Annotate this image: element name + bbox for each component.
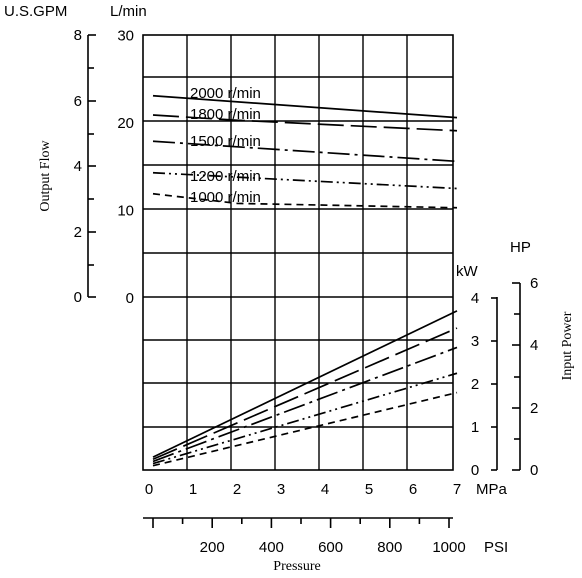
psi-tick-label: 400 [259, 539, 284, 556]
power-curve-1200-line [152, 372, 458, 465]
psi-unit-label: PSI [484, 539, 508, 556]
kw-tick-label: 2 [471, 376, 479, 393]
hp-tick-label: 6 [530, 275, 538, 292]
speed-label-2000: 2000 r/min [190, 85, 261, 102]
kw-tick-label: 1 [471, 419, 479, 436]
psi-tick-label: 600 [318, 539, 343, 556]
power-curve-1500-line [152, 346, 458, 463]
power-curve-2000-line [152, 310, 458, 458]
kw-ticks: 4 3 2 1 0 [471, 290, 497, 479]
hp-ticks: 6 4 2 0 [512, 275, 538, 479]
flow-curve-1500-line [152, 140, 458, 163]
hp-unit-label: HP [510, 239, 531, 256]
flow-curve-2000-line [152, 94, 458, 119]
lmin-tick-label: 30 [117, 28, 134, 45]
power-curve-1000-line [152, 391, 458, 467]
gpm-tick-label: 8 [74, 27, 82, 44]
mpa-tick-label: 7 [453, 481, 461, 498]
x-axis-title: Pressure [273, 559, 320, 574]
gpm-tick-label: 4 [74, 158, 82, 175]
mpa-tick-label: 3 [277, 481, 285, 498]
gpm-tick-label: 2 [74, 224, 82, 241]
mpa-tick-label: 2 [233, 481, 241, 498]
flow-axis-title: Output Flow [38, 140, 53, 212]
kw-tick-label: 0 [471, 462, 479, 479]
hp-tick-label: 4 [530, 337, 538, 354]
speed-label-1200: 1200 r/min [190, 168, 261, 185]
series-curves [152, 94, 458, 467]
kw-unit-label: kW [456, 263, 479, 280]
speed-label-1800: 1800 r/min [190, 106, 261, 123]
psi-ticks: 200 400 600 800 1000 [152, 518, 466, 556]
speed-label-1500: 1500 r/min [190, 133, 261, 150]
psi-tick-label: 800 [377, 539, 402, 556]
lmin-ticks: 30 20 10 0 [117, 28, 134, 308]
flow-curve-1000-line [152, 192, 458, 209]
power-axis-title: Input Power [560, 311, 575, 380]
mpa-tick-label: 4 [321, 481, 329, 498]
gpm-ticks: 8 6 4 2 0 [74, 27, 96, 306]
kw-tick-label: 4 [471, 290, 479, 307]
psi-tick-label: 1000 [432, 539, 465, 556]
lmin-tick-label: 10 [117, 203, 134, 220]
mpa-tick-label: 1 [189, 481, 197, 498]
psi-tick-label: 200 [200, 539, 225, 556]
lmin-tick-label: 20 [117, 115, 134, 132]
gpm-unit-label: U.S.GPM [4, 3, 67, 20]
mpa-unit-label: MPa [476, 481, 508, 498]
mpa-axis: 0 1 2 3 4 5 6 7 [145, 481, 461, 498]
kw-tick-label: 3 [471, 333, 479, 350]
speed-labels: 2000 r/min 1800 r/min 1500 r/min 1200 r/min… [190, 85, 261, 206]
mpa-tick-label: 5 [365, 481, 373, 498]
lmin-unit-label: L/min [110, 3, 147, 20]
gpm-tick-label: 0 [74, 289, 82, 306]
hp-tick-label: 2 [530, 400, 538, 417]
flow-curve-1800-line [152, 114, 458, 132]
lmin-tick-label: 0 [126, 290, 134, 307]
hp-tick-label: 0 [530, 462, 538, 479]
flow-curve-1200-line [152, 171, 458, 190]
mpa-tick-label: 6 [409, 481, 417, 498]
power-curve-1800-line [152, 327, 458, 461]
mpa-tick-label: 0 [145, 481, 153, 498]
speed-label-1000: 1000 r/min [190, 189, 261, 206]
gpm-tick-label: 6 [74, 93, 82, 110]
